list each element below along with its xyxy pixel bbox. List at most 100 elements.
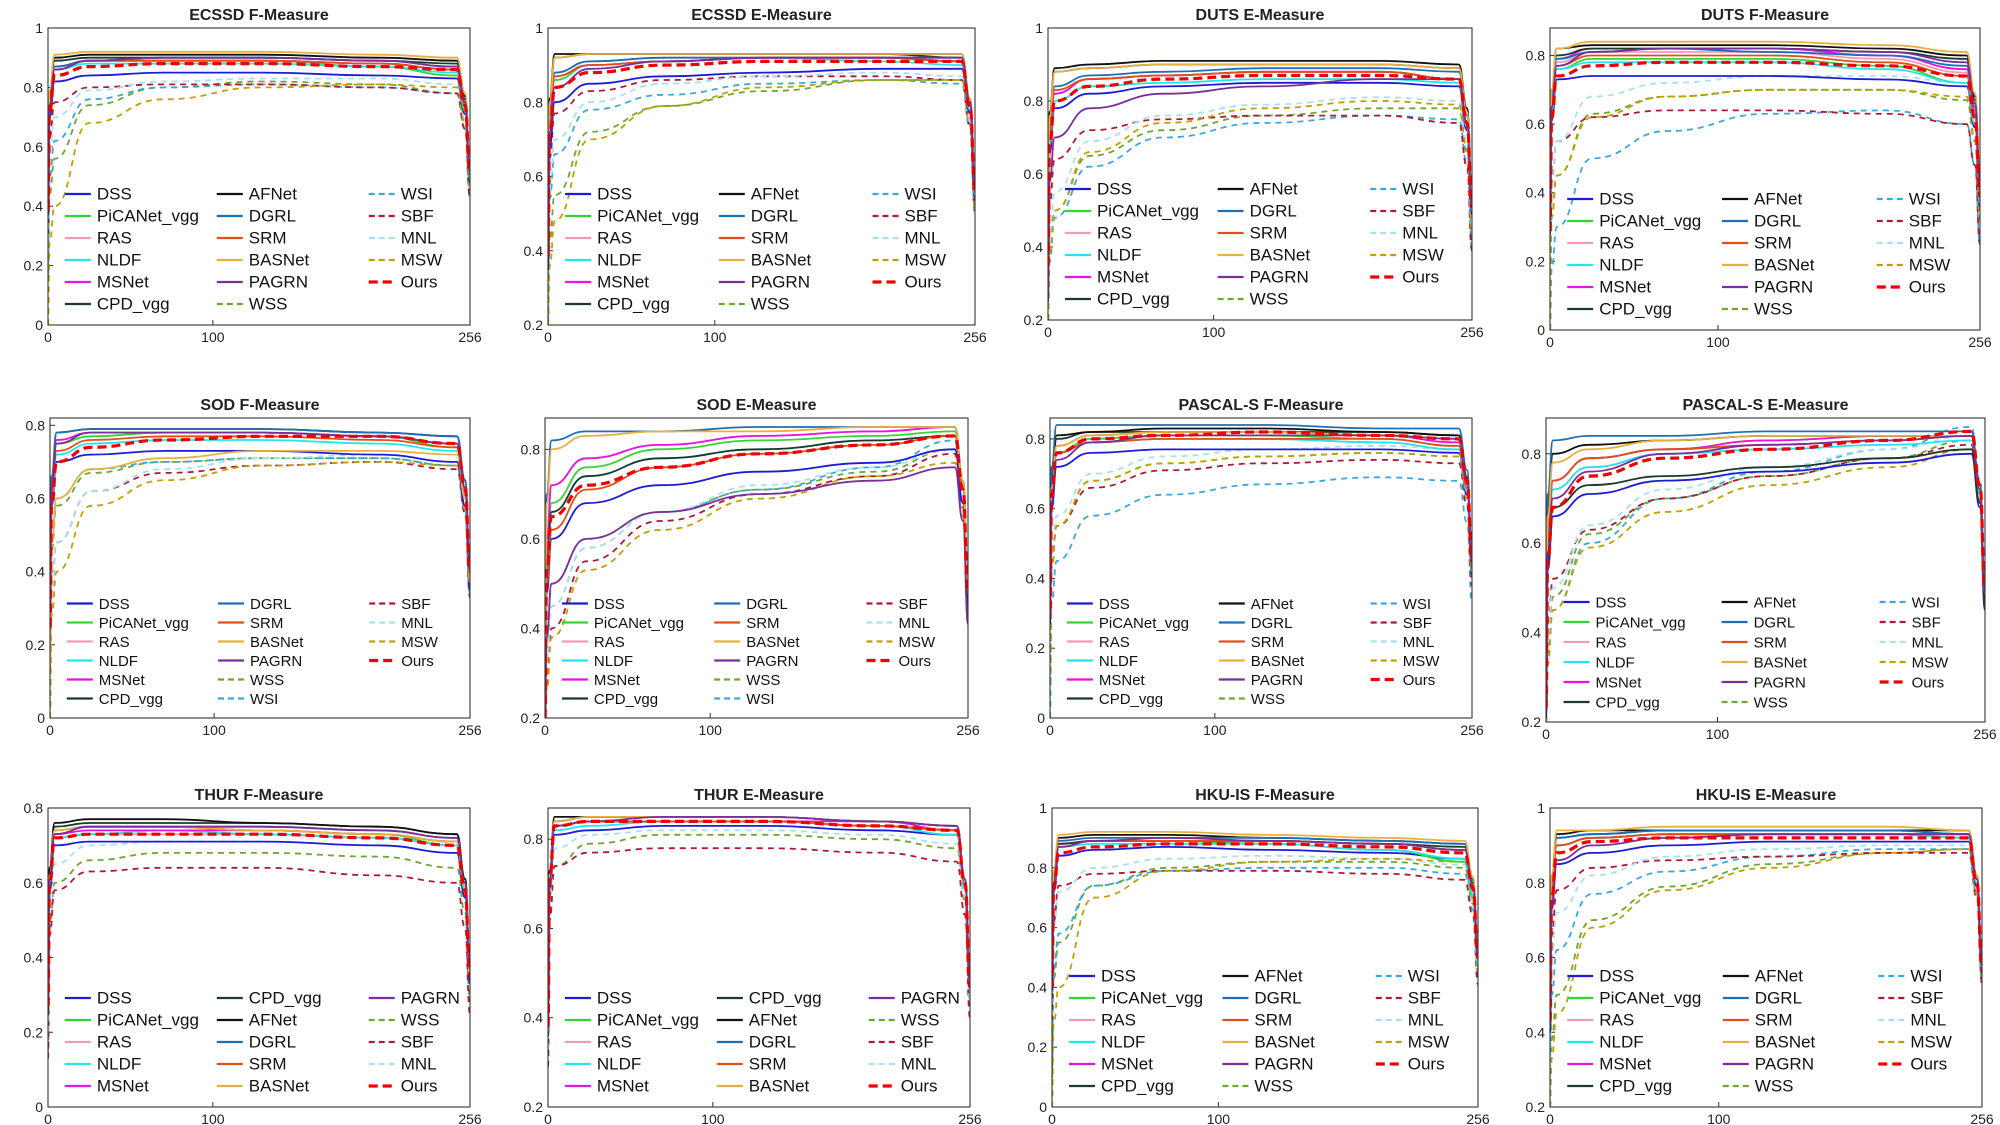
legend-label: DGRL <box>749 1033 796 1052</box>
legend-label: SBF <box>1408 989 1441 1008</box>
legend-label: PAGRN <box>746 653 798 670</box>
y-tick-label: 0.4 <box>1028 979 1048 995</box>
legend-label: NLDF <box>1596 655 1635 672</box>
legend-label: SBF <box>1910 989 1943 1008</box>
series-group <box>1546 425 1985 722</box>
legend-label: NLDF <box>97 251 141 270</box>
legend-label: RAS <box>597 1033 632 1052</box>
series-line-msnet <box>1050 431 1472 604</box>
legend-label: MSW <box>1402 246 1444 265</box>
y-tick-label: 0.2 <box>1028 1039 1048 1055</box>
series-line-mnl <box>545 448 968 718</box>
panel-title: THUR E-Measure <box>694 787 824 804</box>
legend-label: WSI <box>1403 596 1431 613</box>
x-tick-label: 256 <box>958 1111 982 1125</box>
panel-title: DUTS F-Measure <box>1701 7 1829 24</box>
legend-label: PAGRN <box>1250 268 1309 287</box>
legend-label: DGRL <box>1251 615 1293 632</box>
panel-pascal_e: PASCAL-S E-Measure 0.2 0.4 0.6 0.8 0 100 256 DSS… <box>1522 397 1997 742</box>
y-tick-label: 0.4 <box>24 198 44 214</box>
legend-label: MNL <box>1408 1011 1444 1030</box>
legend-label: SRM <box>1250 224 1288 243</box>
legend: DSS PiCANet_vgg RAS NLDF MSNet CPD_vgg DGRL SRM… <box>66 596 439 708</box>
legend-label: WSI <box>1408 967 1440 986</box>
legend-label: PiCANet_vgg <box>597 207 699 226</box>
series-line-basnet <box>50 449 470 664</box>
legend-label: Ours <box>1909 278 1946 297</box>
legend-label: PiCANet_vgg <box>597 1011 699 1030</box>
series-line-msnet <box>1550 833 1982 1015</box>
panel-title: ECSSD E-Measure <box>691 7 832 24</box>
legend-label: Ours <box>401 1077 438 1096</box>
legend-label: BASNet <box>1755 1033 1816 1052</box>
x-tick-label: 0 <box>541 722 549 738</box>
legend-label: SBF <box>1403 615 1432 632</box>
series-line-pagrn <box>48 825 470 1004</box>
series-line-srm <box>1550 833 1982 1015</box>
legend-label: AFNet <box>751 185 799 204</box>
legend-label: PiCANet_vgg <box>1599 212 1701 231</box>
legend-label: MNL <box>905 229 941 248</box>
y-tick-label: 0.8 <box>521 441 541 457</box>
series-group <box>548 53 975 325</box>
legend-label: Ours <box>1912 675 1945 692</box>
legend-label: CPD_vgg <box>749 989 822 1008</box>
x-tick-label: 256 <box>458 329 482 345</box>
series-line-basnet <box>48 50 470 190</box>
legend-label: Ours <box>1408 1055 1445 1074</box>
series-line-mnl <box>48 77 470 252</box>
legend-label: Ours <box>1402 268 1439 287</box>
y-tick-label: 0.4 <box>1522 625 1542 641</box>
y-tick-label: 0.2 <box>26 637 46 653</box>
x-tick-label: 0 <box>544 329 552 345</box>
x-tick-label: 0 <box>1046 722 1054 738</box>
legend-label: PAGRN <box>751 273 810 292</box>
series-line-pagrn <box>1546 434 1985 701</box>
y-tick-label: 0.6 <box>524 920 544 936</box>
y-tick-label: 0.6 <box>521 531 541 547</box>
axes-frame <box>547 27 976 326</box>
y-tick-label: 0 <box>1537 322 1545 338</box>
legend-label: NLDF <box>594 653 633 670</box>
legend-label: MSNet <box>1101 1055 1153 1074</box>
series-line-nldf <box>1546 439 1985 692</box>
y-tick-label: 0.8 <box>1526 47 1546 63</box>
legend-label: DGRL <box>249 207 296 226</box>
x-tick-label: 100 <box>699 722 723 738</box>
legend-label: SRM <box>1754 635 1787 652</box>
legend-label: SRM <box>1754 234 1792 253</box>
axes-frame <box>1549 807 1983 1108</box>
legend-label: MNL <box>401 229 437 248</box>
series-group <box>1550 825 1982 1107</box>
y-tick-label: 0 <box>1037 710 1045 726</box>
legend-label: DGRL <box>1254 989 1301 1008</box>
series-line-wss <box>1546 439 1985 722</box>
legend-label: SBF <box>1402 202 1435 221</box>
legend-label: DGRL <box>1250 202 1297 221</box>
x-tick-label: 256 <box>1466 1111 1490 1125</box>
y-tick-label: 0.4 <box>524 243 544 259</box>
legend-label: Ours <box>401 653 434 670</box>
x-tick-label: 256 <box>458 1111 482 1125</box>
panel-title: SOD E-Measure <box>696 397 816 414</box>
y-tick-label: 0.2 <box>1024 312 1044 328</box>
series-line-picanet-vgg <box>1550 833 1982 1015</box>
x-tick-label: 256 <box>1973 726 1997 742</box>
panel-thur_f: THUR F-Measure 0 0.2 0.4 0.6 0.8 0 100 256 DSS PiC… <box>24 787 482 1125</box>
legend-label: AFNet <box>249 185 297 204</box>
x-tick-label: 100 <box>1707 1111 1731 1125</box>
y-tick-label: 0.6 <box>1522 535 1542 551</box>
legend-label: SRM <box>749 1055 787 1074</box>
panel-duts_e: DUTS E-Measure 0.2 0.4 0.6 0.8 1 0 100 256 DSS PiC… <box>1024 7 1484 340</box>
legend-label: RAS <box>97 229 132 248</box>
legend-label: AFNet <box>249 1011 297 1030</box>
series-line-afnet <box>1052 833 1478 974</box>
legend-label: NLDF <box>597 251 641 270</box>
legend-label: PAGRN <box>1251 672 1303 689</box>
panel-hkuis_e: HKU-IS E-Measure 0.2 0.4 0.6 0.8 1 0 100 256 DSS P… <box>1526 787 1994 1125</box>
legend: DSS PiCANet_vgg RAS NLDF MSNet CPD_vgg AFNet DG… <box>64 989 460 1096</box>
legend-label: AFNet <box>749 1011 797 1030</box>
series-line-nldf <box>1050 437 1472 611</box>
series-line-ours <box>48 61 470 211</box>
legend-label: SBF <box>901 1033 934 1052</box>
